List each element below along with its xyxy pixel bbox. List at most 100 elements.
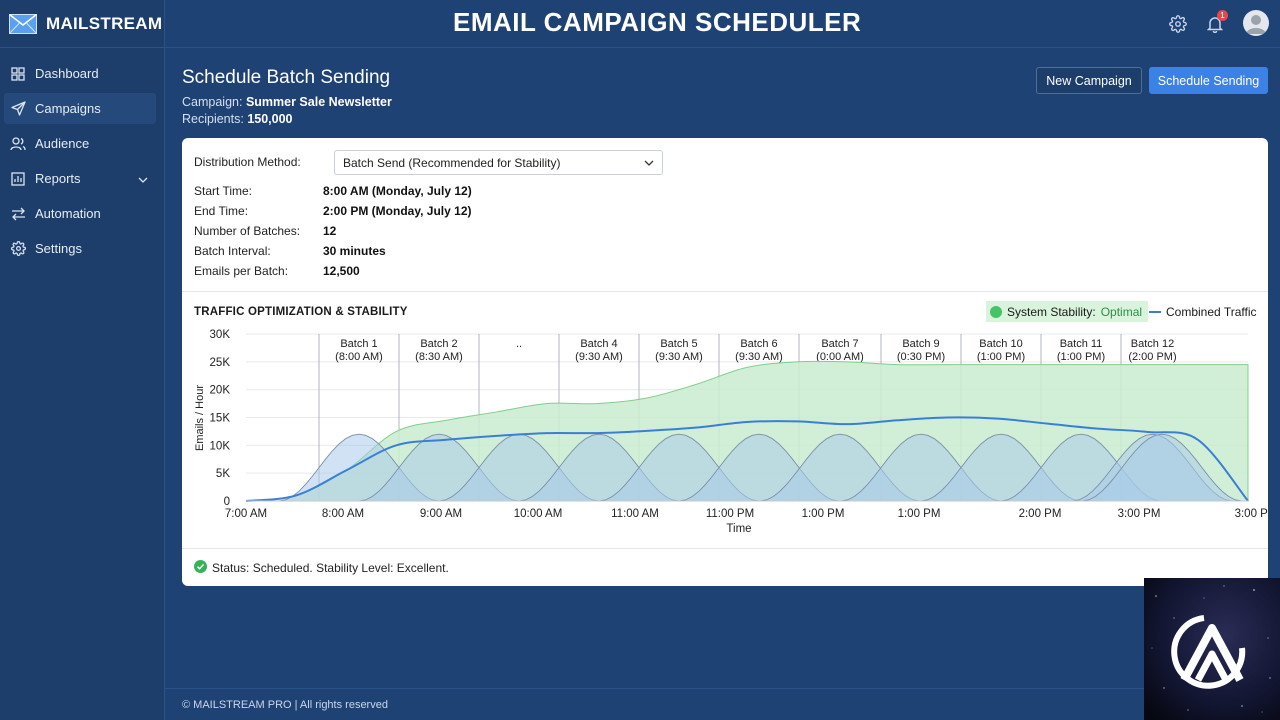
check-circle-icon — [194, 560, 207, 576]
recipients-count: 150,000 — [247, 112, 293, 126]
y-tick-label: 25K — [210, 357, 231, 369]
sidebar-item-campaigns[interactable]: Campaigns — [4, 93, 156, 124]
end-time-value: 2:00 PM (Monday, July 12) — [323, 204, 472, 218]
bar-chart-icon — [10, 171, 26, 187]
x-tick-label: 11:00 AM — [611, 508, 659, 520]
batch-label: Batch 10 — [979, 338, 1022, 350]
sidebar-item-label: Campaigns — [35, 101, 101, 116]
combined-traffic-line — [245, 416, 1249, 502]
sidebar: MAILSTREAM Dashboard Campaigns Audience … — [0, 0, 165, 720]
topbar — [165, 0, 1280, 48]
chevron-down-icon — [644, 157, 654, 171]
campaign-name: Summer Sale Newsletter — [245, 95, 392, 109]
page-title: Schedule Batch Sending — [182, 67, 391, 88]
batch-label: Batch 2 — [420, 338, 457, 350]
batch-label: Batch 1 — [340, 338, 377, 350]
sidebar-item-audience[interactable]: Audience — [4, 128, 156, 159]
y-tick-label: 20K — [210, 385, 231, 397]
x-tick-label: 1:00 PM — [802, 508, 845, 520]
batch-time-label: (9:30 AM) — [575, 351, 623, 363]
sidebar-item-reports[interactable]: Reports — [4, 163, 156, 194]
batch-interval-label: Batch Interval: — [194, 244, 271, 258]
gear-icon — [10, 241, 26, 257]
x-axis-title: Time — [726, 523, 751, 535]
mail-logo-icon — [9, 13, 37, 34]
batch-label: Batch 5 — [660, 338, 697, 350]
batch-time-label: (9:30 AM) — [735, 351, 783, 363]
start-time-value: 8:00 AM (Monday, July 12) — [323, 184, 472, 198]
sidebar-item-settings[interactable]: Settings — [4, 233, 156, 264]
batch-volume-area — [1081, 433, 1243, 502]
divider — [182, 548, 1268, 549]
legend-stability: System Stability: Optimal — [986, 301, 1149, 322]
y-tick-label: 0 — [224, 496, 230, 508]
schedule-card: Distribution Method: Batch Send (Recomme… — [182, 138, 1268, 586]
grid-icon — [10, 66, 26, 82]
sidebar-item-label: Dashboard — [35, 66, 99, 81]
sidebar-item-label: Settings — [35, 241, 82, 256]
status-bar: Status: Scheduled. Stability Level: Exce… — [194, 560, 449, 576]
legend-stability-label: System Stability: — [1007, 304, 1096, 319]
app-logo-icon — [1144, 578, 1280, 720]
batch-count-label: Number of Batches: — [194, 224, 301, 238]
batch-time-label: (8:30 AM) — [415, 351, 463, 363]
y-tick-label: 15K — [210, 413, 231, 425]
divider — [182, 291, 1268, 292]
send-icon — [10, 101, 26, 117]
emails-per-batch-value: 12,500 — [323, 264, 360, 278]
batch-label: .. — [516, 338, 522, 350]
x-tick-label: 2:00 PM — [1019, 508, 1062, 520]
notification-badge: 1 — [1217, 10, 1228, 21]
page-header: Schedule Batch Sending Campaign: Summer … — [182, 67, 392, 126]
batch-label: Batch 7 — [821, 338, 858, 350]
batch-label: Batch 12 — [1131, 338, 1174, 350]
settings-gear-icon[interactable] — [1166, 12, 1190, 36]
campaign-meta: Campaign: Summer Sale Newsletter — [182, 95, 392, 109]
footer-divider — [165, 688, 1280, 689]
batch-interval-value: 30 minutes — [323, 244, 386, 258]
sidebar-item-label: Automation — [35, 206, 101, 221]
legend-stability-swatch — [990, 305, 1002, 318]
emails-per-batch-label: Emails per Batch: — [194, 264, 289, 278]
batch-time-label: (1:00 PM) — [977, 351, 1025, 363]
batch-label: Batch 9 — [902, 338, 939, 350]
batch-label: Batch 11 — [1060, 338, 1103, 350]
distribution-method-select[interactable]: Batch Send (Recommended for Stability) — [334, 150, 663, 175]
campaign-label: Campaign: — [182, 95, 243, 109]
app-title: EMAIL CAMPAIGN SCHEDULER — [453, 7, 862, 37]
y-axis-title: Emails / Hour — [194, 385, 206, 451]
avatar[interactable] — [1243, 10, 1269, 36]
schedule-sending-button[interactable]: Schedule Sending — [1149, 67, 1268, 94]
traffic-chart: 0 5K 10K 15K 20K 25K 30K Batch 1(8:00 AM) Batch … — [194, 329, 1268, 535]
batch-label: Batch 6 — [740, 338, 777, 350]
recipients-meta: Recipients: 150,000 — [182, 112, 392, 126]
batch-time-label: (0:00 AM) — [816, 351, 864, 363]
brand-name: MAILSTREAM — [46, 13, 163, 33]
y-tick-label: 30K — [210, 329, 231, 341]
batch-label: Batch 4 — [580, 338, 617, 350]
y-tick-label: 5K — [216, 468, 230, 480]
x-tick-label: 8:00 AM — [322, 508, 364, 520]
x-tick-label: 11:00 PM — [706, 508, 754, 520]
users-icon — [10, 136, 26, 152]
corner-logo — [1144, 578, 1280, 720]
y-tick-label: 10K — [210, 440, 231, 452]
end-time-label: End Time: — [194, 204, 249, 218]
sidebar-item-automation[interactable]: Automation — [4, 198, 156, 229]
brand[interactable]: MAILSTREAM — [0, 0, 164, 48]
legend-traffic-swatch — [1149, 310, 1161, 313]
x-tick-label: 9:00 AM — [420, 508, 462, 520]
legend-traffic-label: Combined Traffic — [1166, 304, 1257, 319]
chevron-down-icon[interactable] — [138, 171, 148, 186]
legend-stability-value: Optimal — [1100, 304, 1143, 319]
sidebar-nav: Dashboard Campaigns Audience Reports — [0, 58, 164, 264]
batch-count-value: 12 — [323, 224, 337, 238]
new-campaign-button[interactable]: New Campaign — [1036, 67, 1142, 94]
legend-traffic: Combined Traffic — [1149, 301, 1257, 322]
sidebar-item-dashboard[interactable]: Dashboard — [4, 58, 156, 89]
batch-time-label: (0:30 PM) — [897, 351, 945, 363]
sidebar-item-label: Reports — [35, 171, 81, 186]
x-tick-label: 7:00 AM — [225, 508, 267, 520]
status-text: Status: Scheduled. Stability Level: Exce… — [212, 561, 449, 575]
start-time-label: Start Time: — [194, 184, 253, 198]
